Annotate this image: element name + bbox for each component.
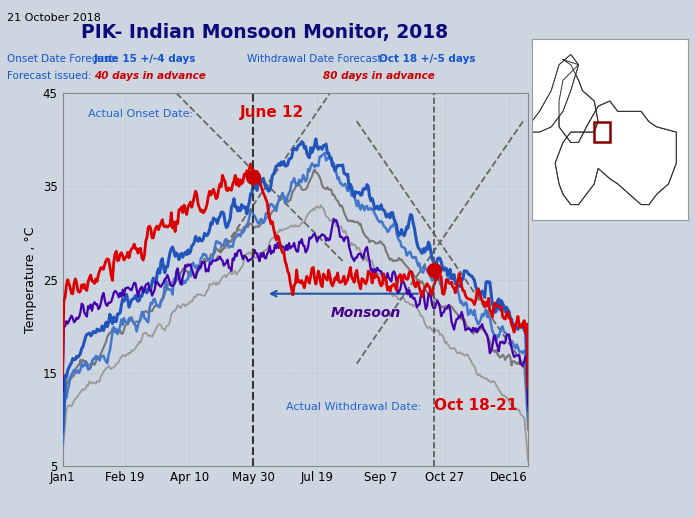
Text: 40 days in advance: 40 days in advance — [94, 71, 206, 81]
Text: June 15 +/-4 days: June 15 +/-4 days — [94, 54, 196, 64]
Text: 21 October 2018: 21 October 2018 — [7, 13, 101, 23]
Text: Withdrawal Date Forecast:: Withdrawal Date Forecast: — [247, 54, 388, 64]
Point — [428, 266, 439, 275]
Y-axis label: Temperature , °C: Temperature , °C — [24, 226, 38, 333]
Text: 80 days in advance: 80 days in advance — [323, 71, 435, 81]
Polygon shape — [532, 54, 578, 132]
Text: June 12: June 12 — [240, 105, 304, 120]
Text: Oct 18 +/-5 days: Oct 18 +/-5 days — [379, 54, 475, 64]
Text: PIK- Indian Monsoon Monitor, 2018: PIK- Indian Monsoon Monitor, 2018 — [81, 23, 448, 42]
Polygon shape — [555, 60, 676, 205]
Point — [247, 173, 259, 181]
Text: Oct 18-21: Oct 18-21 — [434, 398, 517, 413]
Text: Onset Date Forecast:: Onset Date Forecast: — [7, 54, 120, 64]
Text: Forecast issued:: Forecast issued: — [7, 71, 98, 81]
Text: Actual Onset Date:: Actual Onset Date: — [88, 109, 197, 119]
Text: Actual Withdrawal Date:: Actual Withdrawal Date: — [286, 402, 425, 412]
Text: Monsoon: Monsoon — [332, 306, 402, 320]
